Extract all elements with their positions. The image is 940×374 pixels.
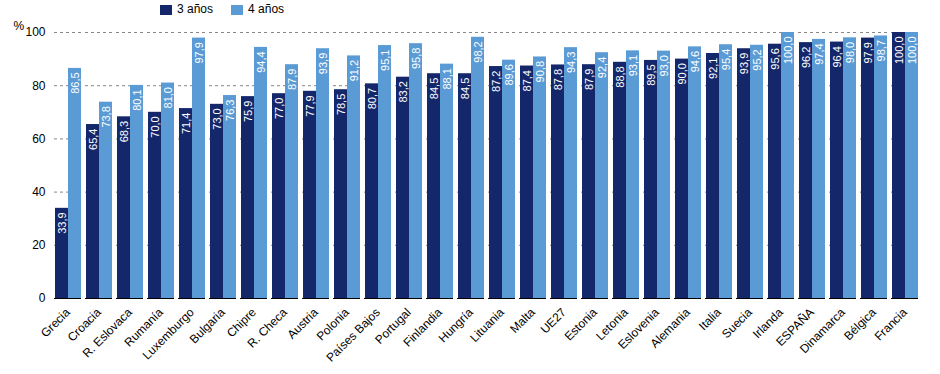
svg-text:0: 0	[39, 291, 46, 305]
svg-text:93,9: 93,9	[738, 53, 750, 74]
svg-text:Italia: Italia	[696, 305, 724, 333]
svg-text:65,4: 65,4	[87, 129, 99, 150]
svg-text:78,5: 78,5	[335, 94, 347, 115]
svg-text:100: 100	[25, 25, 45, 39]
svg-text:Luxemburgo: Luxemburgo	[139, 305, 197, 363]
svg-text:100,0: 100,0	[893, 37, 905, 65]
svg-text:70,0: 70,0	[149, 116, 161, 137]
svg-text:Finlandia: Finlandia	[400, 305, 445, 350]
svg-text:87,9: 87,9	[583, 69, 595, 90]
svg-text:90,0: 90,0	[676, 63, 688, 84]
svg-text:95,6: 95,6	[769, 48, 781, 69]
svg-text:Portugal: Portugal	[372, 305, 414, 347]
svg-text:Chipre: Chipre	[223, 305, 259, 341]
html-text:4 años: 4 años	[248, 2, 285, 16]
svg-text:83,2: 83,2	[397, 81, 409, 102]
svg-text:87,4: 87,4	[521, 70, 533, 91]
svg-text:Países Bajos: Países Bajos	[323, 305, 383, 365]
svg-text:87,2: 87,2	[490, 71, 502, 92]
svg-text:80: 80	[32, 79, 46, 93]
svg-text:Irlanda: Irlanda	[750, 305, 786, 342]
svg-text:84,5: 84,5	[428, 78, 440, 99]
svg-text:95,4: 95,4	[720, 49, 732, 70]
svg-text:93,9: 93,9	[317, 53, 329, 74]
svg-text:97,9: 97,9	[862, 42, 874, 63]
svg-text:R. Checa: R. Checa	[245, 305, 291, 351]
svg-text:80,1: 80,1	[131, 89, 143, 110]
svg-text:96,2: 96,2	[800, 47, 812, 68]
svg-text:Croacia: Croacia	[64, 305, 104, 345]
svg-text:Alemania: Alemania	[648, 305, 694, 351]
svg-text:Francia: Francia	[872, 305, 910, 343]
svg-text:UE27: UE27	[537, 305, 569, 337]
svg-text:76,3: 76,3	[224, 100, 236, 121]
svg-text:100,0: 100,0	[906, 37, 918, 65]
svg-text:95,8: 95,8	[410, 48, 422, 69]
svg-text:R. Eslovaca: R. Eslovaca	[80, 305, 135, 360]
svg-text:100,0: 100,0	[782, 37, 794, 65]
svg-text:68,3: 68,3	[118, 121, 130, 142]
svg-text:94,4: 94,4	[255, 51, 267, 72]
svg-text:Polonia: Polonia	[313, 305, 352, 344]
svg-text:98,0: 98,0	[844, 42, 856, 63]
svg-text:96,4: 96,4	[831, 46, 843, 67]
svg-text:20: 20	[32, 238, 46, 252]
svg-text:Malta: Malta	[507, 305, 538, 336]
svg-text:89,6: 89,6	[503, 64, 515, 85]
svg-text:77,0: 77,0	[273, 98, 285, 119]
svg-text:77,9: 77,9	[304, 95, 316, 116]
svg-text:94,3: 94,3	[565, 52, 577, 73]
svg-text:80,7: 80,7	[366, 88, 378, 109]
svg-text:75,9: 75,9	[242, 101, 254, 122]
svg-text:89,5: 89,5	[645, 64, 657, 85]
svg-text:Bulgaria: Bulgaria	[187, 305, 228, 346]
svg-text:88,8: 88,8	[614, 66, 626, 87]
svg-text:87,8: 87,8	[552, 69, 564, 90]
svg-text:92,1: 92,1	[707, 58, 719, 79]
svg-text:Dinamarca: Dinamarca	[797, 305, 848, 356]
html-text:3 años: 3 años	[177, 2, 213, 16]
svg-text:95,1: 95,1	[379, 50, 391, 71]
svg-text:Letonia: Letonia	[593, 305, 631, 343]
svg-text:Lituania: Lituania	[467, 305, 507, 345]
svg-text:71,4: 71,4	[180, 113, 192, 134]
svg-text:60: 60	[32, 132, 46, 146]
svg-text:92,4: 92,4	[596, 57, 608, 78]
svg-text:97,9: 97,9	[193, 42, 205, 63]
svg-text:Suecia: Suecia	[719, 305, 755, 341]
svg-text:93,1: 93,1	[627, 55, 639, 76]
svg-text:86,5: 86,5	[69, 72, 81, 93]
svg-text:90,8: 90,8	[534, 61, 546, 82]
svg-text:95,2: 95,2	[751, 49, 763, 70]
svg-text:33,9: 33,9	[56, 212, 68, 233]
svg-text:73,8: 73,8	[100, 106, 112, 127]
svg-text:98,7: 98,7	[875, 40, 887, 61]
svg-text:Estonia: Estonia	[562, 305, 600, 343]
svg-text:Hungría: Hungría	[436, 305, 476, 345]
svg-text:94,6: 94,6	[689, 51, 701, 72]
svg-text:Rumanía: Rumanía	[121, 305, 166, 350]
svg-text:93,0: 93,0	[658, 55, 670, 76]
svg-text:87,9: 87,9	[286, 69, 298, 90]
svg-text:ESPAÑA: ESPAÑA	[773, 305, 817, 349]
svg-text:88,1: 88,1	[441, 68, 453, 89]
svg-text:Eslovenia: Eslovenia	[615, 305, 662, 352]
svg-text:40: 40	[32, 185, 46, 199]
svg-text:Bélgica: Bélgica	[841, 305, 879, 343]
svg-text:Austria: Austria	[284, 305, 321, 342]
svg-text:98,2: 98,2	[472, 41, 484, 62]
svg-text:84,5: 84,5	[459, 78, 471, 99]
svg-text:73,0: 73,0	[211, 108, 223, 129]
svg-text:97,4: 97,4	[813, 43, 825, 64]
svg-text:91,2: 91,2	[348, 60, 360, 81]
svg-text:81,0: 81,0	[162, 87, 174, 108]
svg-text:Grecia: Grecia	[37, 305, 73, 341]
svg-text:%: %	[14, 19, 25, 33]
